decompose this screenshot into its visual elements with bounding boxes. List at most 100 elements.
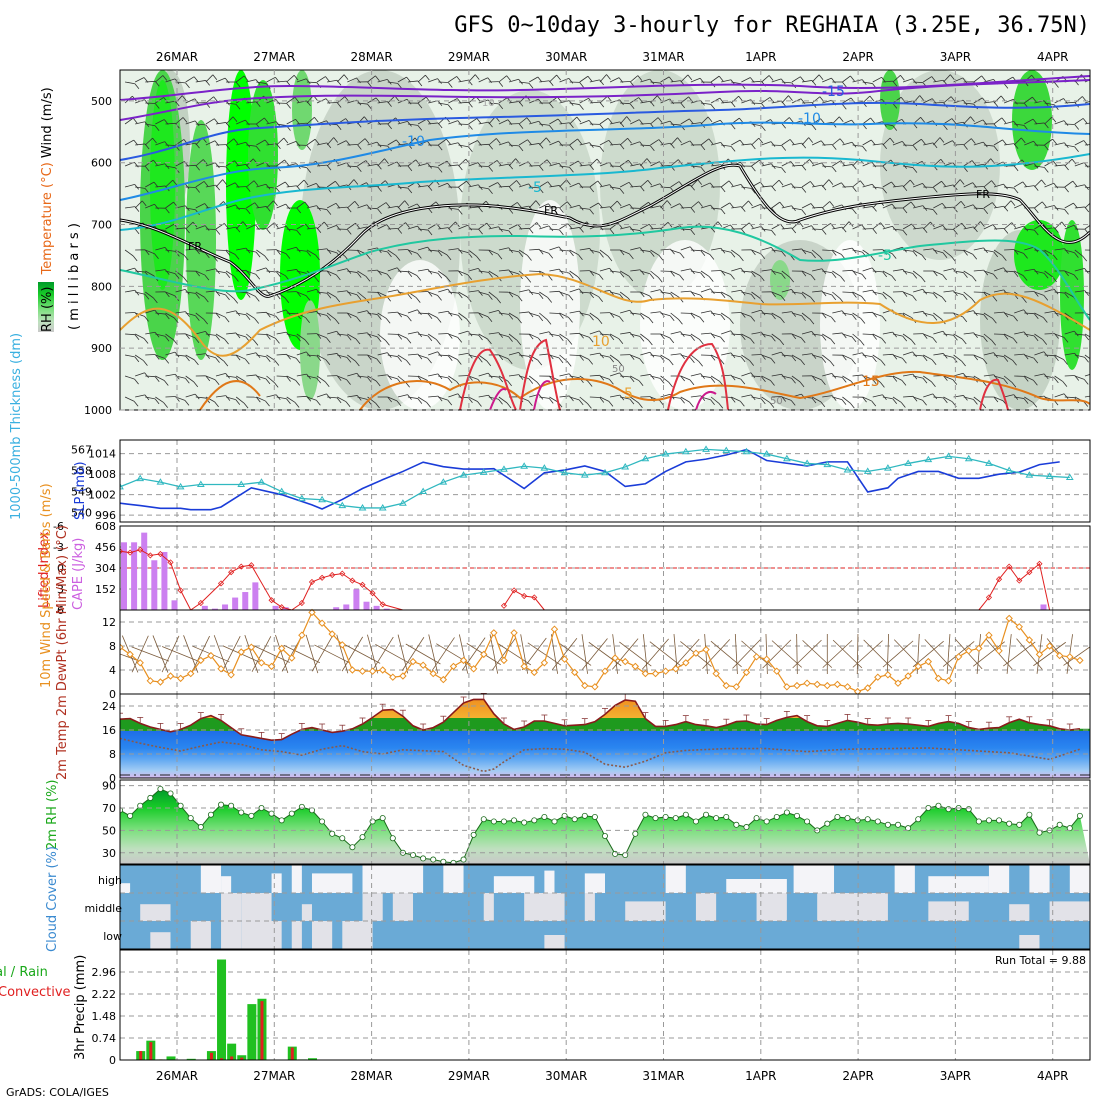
wind-barb: [771, 333, 781, 341]
rh-point: [298, 803, 305, 810]
isotherm-plus25: [489, 380, 717, 410]
wind-barb-flag: [425, 74, 430, 81]
wind-barb-flag: [597, 180, 603, 187]
wind-barb: [448, 393, 458, 398]
wind-barb-flag: [517, 317, 522, 324]
wind-barb-flag: [690, 313, 696, 319]
wind-barb-flag: [932, 209, 938, 215]
wind-barb: [781, 354, 792, 357]
wind-barb-flag: [963, 250, 968, 256]
wind-barb-flag: [751, 249, 756, 256]
wind-barb-flag: [334, 318, 340, 325]
wind-barb-flag: [820, 401, 826, 408]
wind-barb: [236, 247, 247, 251]
cape-bar: [121, 542, 127, 610]
wind-speed-point: [490, 629, 498, 637]
wind-barb-flag: [608, 401, 614, 407]
wind-barb-flag: [437, 295, 442, 301]
wind-barb: [630, 97, 639, 104]
wind-barb: [145, 80, 156, 83]
cloud-cell: [291, 865, 302, 893]
wind-barb: [165, 78, 176, 83]
wind-speed-point: [904, 672, 912, 680]
wind-barb-flag: [569, 166, 574, 173]
wind-barb-flag: [377, 208, 382, 214]
wind-barb: [822, 99, 832, 104]
wind-barb: [498, 75, 507, 83]
wind-barb-flag: [980, 221, 985, 227]
wind-barb: [175, 117, 184, 125]
wind-barb: [1044, 116, 1053, 125]
wind-barb-flag: [801, 293, 807, 299]
wind-barb: [488, 138, 497, 146]
wind-barb-flag: [306, 167, 312, 173]
wind-barb-flag: [982, 97, 987, 104]
contour-label: -15: [822, 84, 845, 100]
wind-barb-flag: [1084, 290, 1090, 296]
thickness-point: [358, 503, 367, 511]
cape-bar: [141, 532, 148, 610]
wind-barb-flag: [367, 103, 372, 110]
wind-barb-flag: [932, 292, 938, 299]
wind-barb: [1054, 393, 1065, 398]
wind-barb-flag: [1095, 295, 1099, 300]
wind-barb: [933, 180, 942, 188]
wind-barb: [711, 312, 721, 316]
wind-speed-point: [813, 680, 821, 689]
wind-barb: [700, 182, 711, 188]
wind-barb-flag: [658, 255, 664, 261]
wind-barb-flag: [892, 125, 898, 131]
wind-barb-flag: [385, 340, 390, 346]
wind-barb-flag: [831, 250, 837, 256]
wind-barb: [1003, 375, 1013, 383]
rh-point: [935, 802, 942, 809]
li-line: [503, 589, 545, 611]
wind-barb: [498, 333, 509, 337]
wind-speed-point: [682, 659, 690, 667]
wind-barb-flag: [478, 334, 483, 341]
wind-barb-flag: [144, 249, 150, 256]
wind-barb-flag: [859, 340, 865, 346]
wind-barb: [225, 249, 236, 255]
rh-tick: 30: [102, 847, 116, 860]
wind-barb-flag: [780, 317, 785, 324]
wind-barb: [902, 179, 911, 188]
ylabel-rh: RH (%): [40, 287, 55, 332]
wind-barb: [902, 78, 913, 83]
wind-barb: [842, 247, 853, 251]
wind-barb-flag: [861, 296, 866, 302]
wind-barb-flag: [346, 290, 352, 297]
wind-speed-point: [459, 656, 468, 665]
wind-tick: 0: [109, 688, 116, 701]
wind-barb: [152, 635, 169, 673]
wind-barb-flag: [325, 76, 330, 82]
cape-bar: [252, 582, 259, 610]
wind-barb: [923, 142, 934, 146]
wind-barb-flag: [336, 353, 342, 359]
wind-speed-point: [783, 683, 791, 691]
wind-barb-flag: [801, 187, 807, 193]
wind-barb-flag: [781, 100, 786, 107]
wind-barb: [246, 249, 257, 253]
wind-barb-flag: [326, 292, 332, 299]
wind-barb-flag: [314, 139, 320, 145]
wind-barb-flag: [941, 181, 946, 187]
wind-barb: [852, 249, 863, 253]
wind-barb: [589, 101, 600, 104]
wind-barb: [973, 354, 984, 360]
wind-barb: [226, 226, 236, 230]
wind-barb: [155, 119, 165, 125]
wind-barb: [862, 311, 873, 314]
precip-convective-bar: [260, 1001, 264, 1060]
wind-barb: [882, 225, 893, 230]
wind-barb: [236, 312, 247, 316]
wind-barb: [244, 634, 259, 674]
wind-barb: [943, 118, 953, 125]
wind-barb: [761, 97, 771, 104]
wind-speed-point: [712, 669, 720, 678]
wind-barb-flag: [770, 358, 776, 364]
wind-barb-flag: [1082, 118, 1088, 124]
wind-barb: [518, 117, 528, 125]
wind-barb: [266, 375, 275, 383]
wind-barb: [660, 333, 670, 339]
